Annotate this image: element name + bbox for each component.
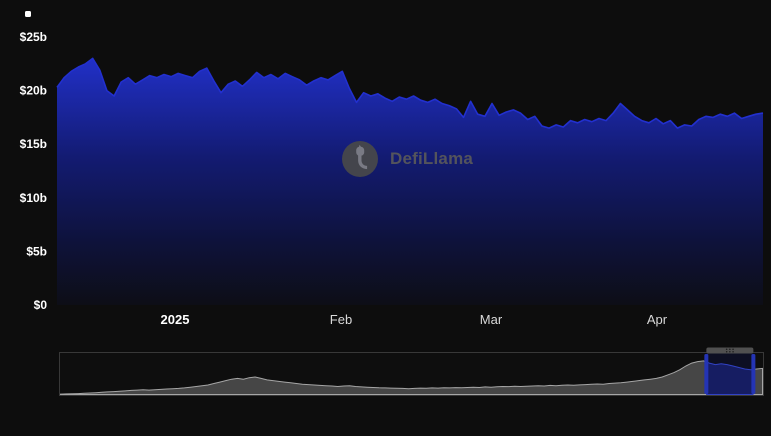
move-handle-dots-icon: [732, 348, 734, 351]
y-axis-label: $10b: [20, 191, 47, 205]
x-axis-label: 2025: [161, 312, 190, 327]
corner-marker: [25, 11, 31, 17]
x-axis-label: Mar: [480, 312, 503, 327]
x-axis-label: Feb: [330, 312, 352, 327]
navigator[interactable]: [0, 346, 771, 404]
move-handle-dots-icon: [725, 348, 728, 351]
y-axis-label: $20b: [20, 84, 47, 98]
tvl-line: [56, 57, 764, 129]
navigator-move-handle[interactable]: [706, 347, 754, 354]
move-handle-dots-icon: [732, 350, 734, 353]
move-handle-dots-icon: [725, 350, 728, 353]
tvl-area: [57, 58, 763, 306]
move-handle-dots-icon: [729, 348, 731, 351]
navigator-area: [60, 360, 763, 395]
navigator-selection[interactable]: [706, 353, 754, 395]
y-axis-label: $25b: [20, 30, 47, 44]
navigator-handle-left[interactable]: [704, 354, 709, 394]
navigator-handle-right[interactable]: [751, 354, 756, 394]
y-axis-label: $0: [34, 298, 48, 312]
navigator-selected-area: [706, 361, 754, 395]
main-chart[interactable]: $0 $5b $10b $15b $20b $25b 2025 Feb Mar Apr: [0, 0, 771, 346]
y-axis-label: $5b: [26, 244, 47, 258]
x-axis-label: Apr: [647, 312, 668, 327]
move-handle-dots-icon: [729, 350, 731, 353]
y-axis-label: $15b: [20, 137, 47, 151]
